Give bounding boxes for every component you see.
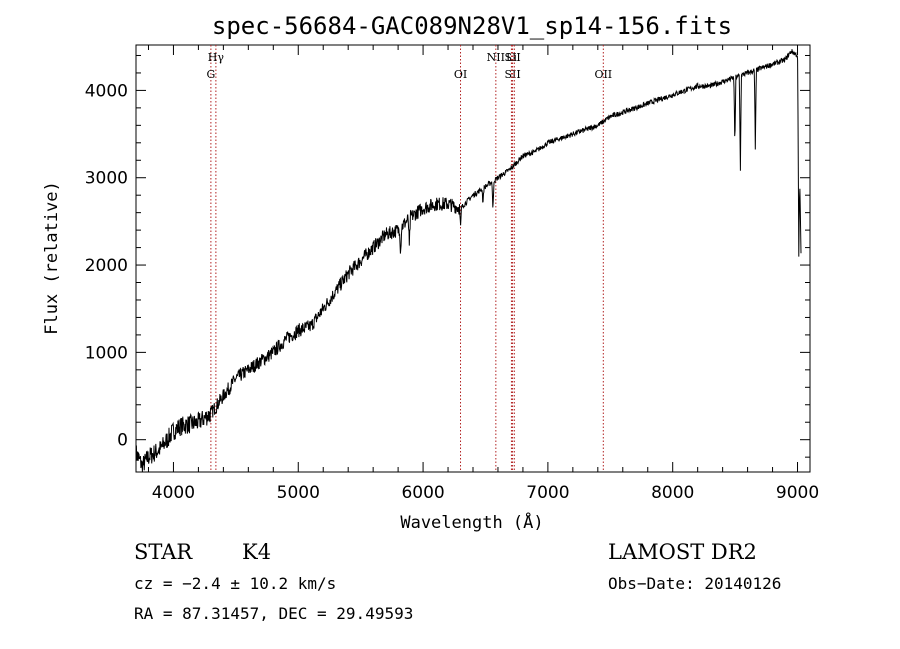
plot-frame [135, 44, 811, 473]
y-tick-label: 0 [117, 431, 128, 451]
line-marker-upper-label: Hγ [208, 51, 225, 64]
line-marker-upper-label: SII [504, 51, 520, 64]
y-tick-label: 3000 [85, 169, 128, 189]
y-tick-label: 2000 [85, 256, 128, 276]
y-tick-label: 1000 [85, 343, 128, 363]
x-tick-label: 9000 [776, 483, 819, 503]
line-marker-lower-label: OII [594, 68, 612, 81]
line-marker-upper-label: Li [506, 51, 517, 64]
line-marker-lower-label: OI [454, 68, 467, 81]
obs-date: Obs−Date: 20140126 [608, 574, 782, 593]
x-tick-label: 8000 [651, 483, 694, 503]
y-axis-label: Flux (relative) [42, 181, 62, 335]
line-marker-upper-label: NII [487, 51, 505, 64]
object-subclass: K4 [242, 540, 272, 564]
x-tick-label: 4000 [152, 483, 195, 503]
spectrum-series [135, 49, 802, 473]
redshift-cz: cz = −2.4 ± 10.2 km/s [134, 574, 337, 593]
survey-name: LAMOST DR2 [608, 540, 757, 564]
coordinates: RA = 87.31457, DEC = 29.49593 [134, 604, 414, 623]
object-class: STAR [134, 540, 193, 564]
x-axis-label: Wavelength (Å) [400, 511, 543, 533]
x-tick-label: 7000 [526, 483, 569, 503]
x-tick-label: 5000 [277, 483, 320, 503]
spectrum-line [135, 49, 802, 473]
axis-ticks: 4000 5000 6000 7000 8000 9000 0 1000 2000 3000 400… [85, 45, 819, 503]
line-marker-lower-label: G [206, 68, 215, 81]
chart-title: spec-56684-GAC089N28V1_sp14-156.fits [212, 12, 732, 40]
x-tick-label: 6000 [401, 483, 444, 503]
y-tick-label: 4000 [85, 81, 128, 101]
line-marker-lower-label: SII [504, 68, 520, 81]
